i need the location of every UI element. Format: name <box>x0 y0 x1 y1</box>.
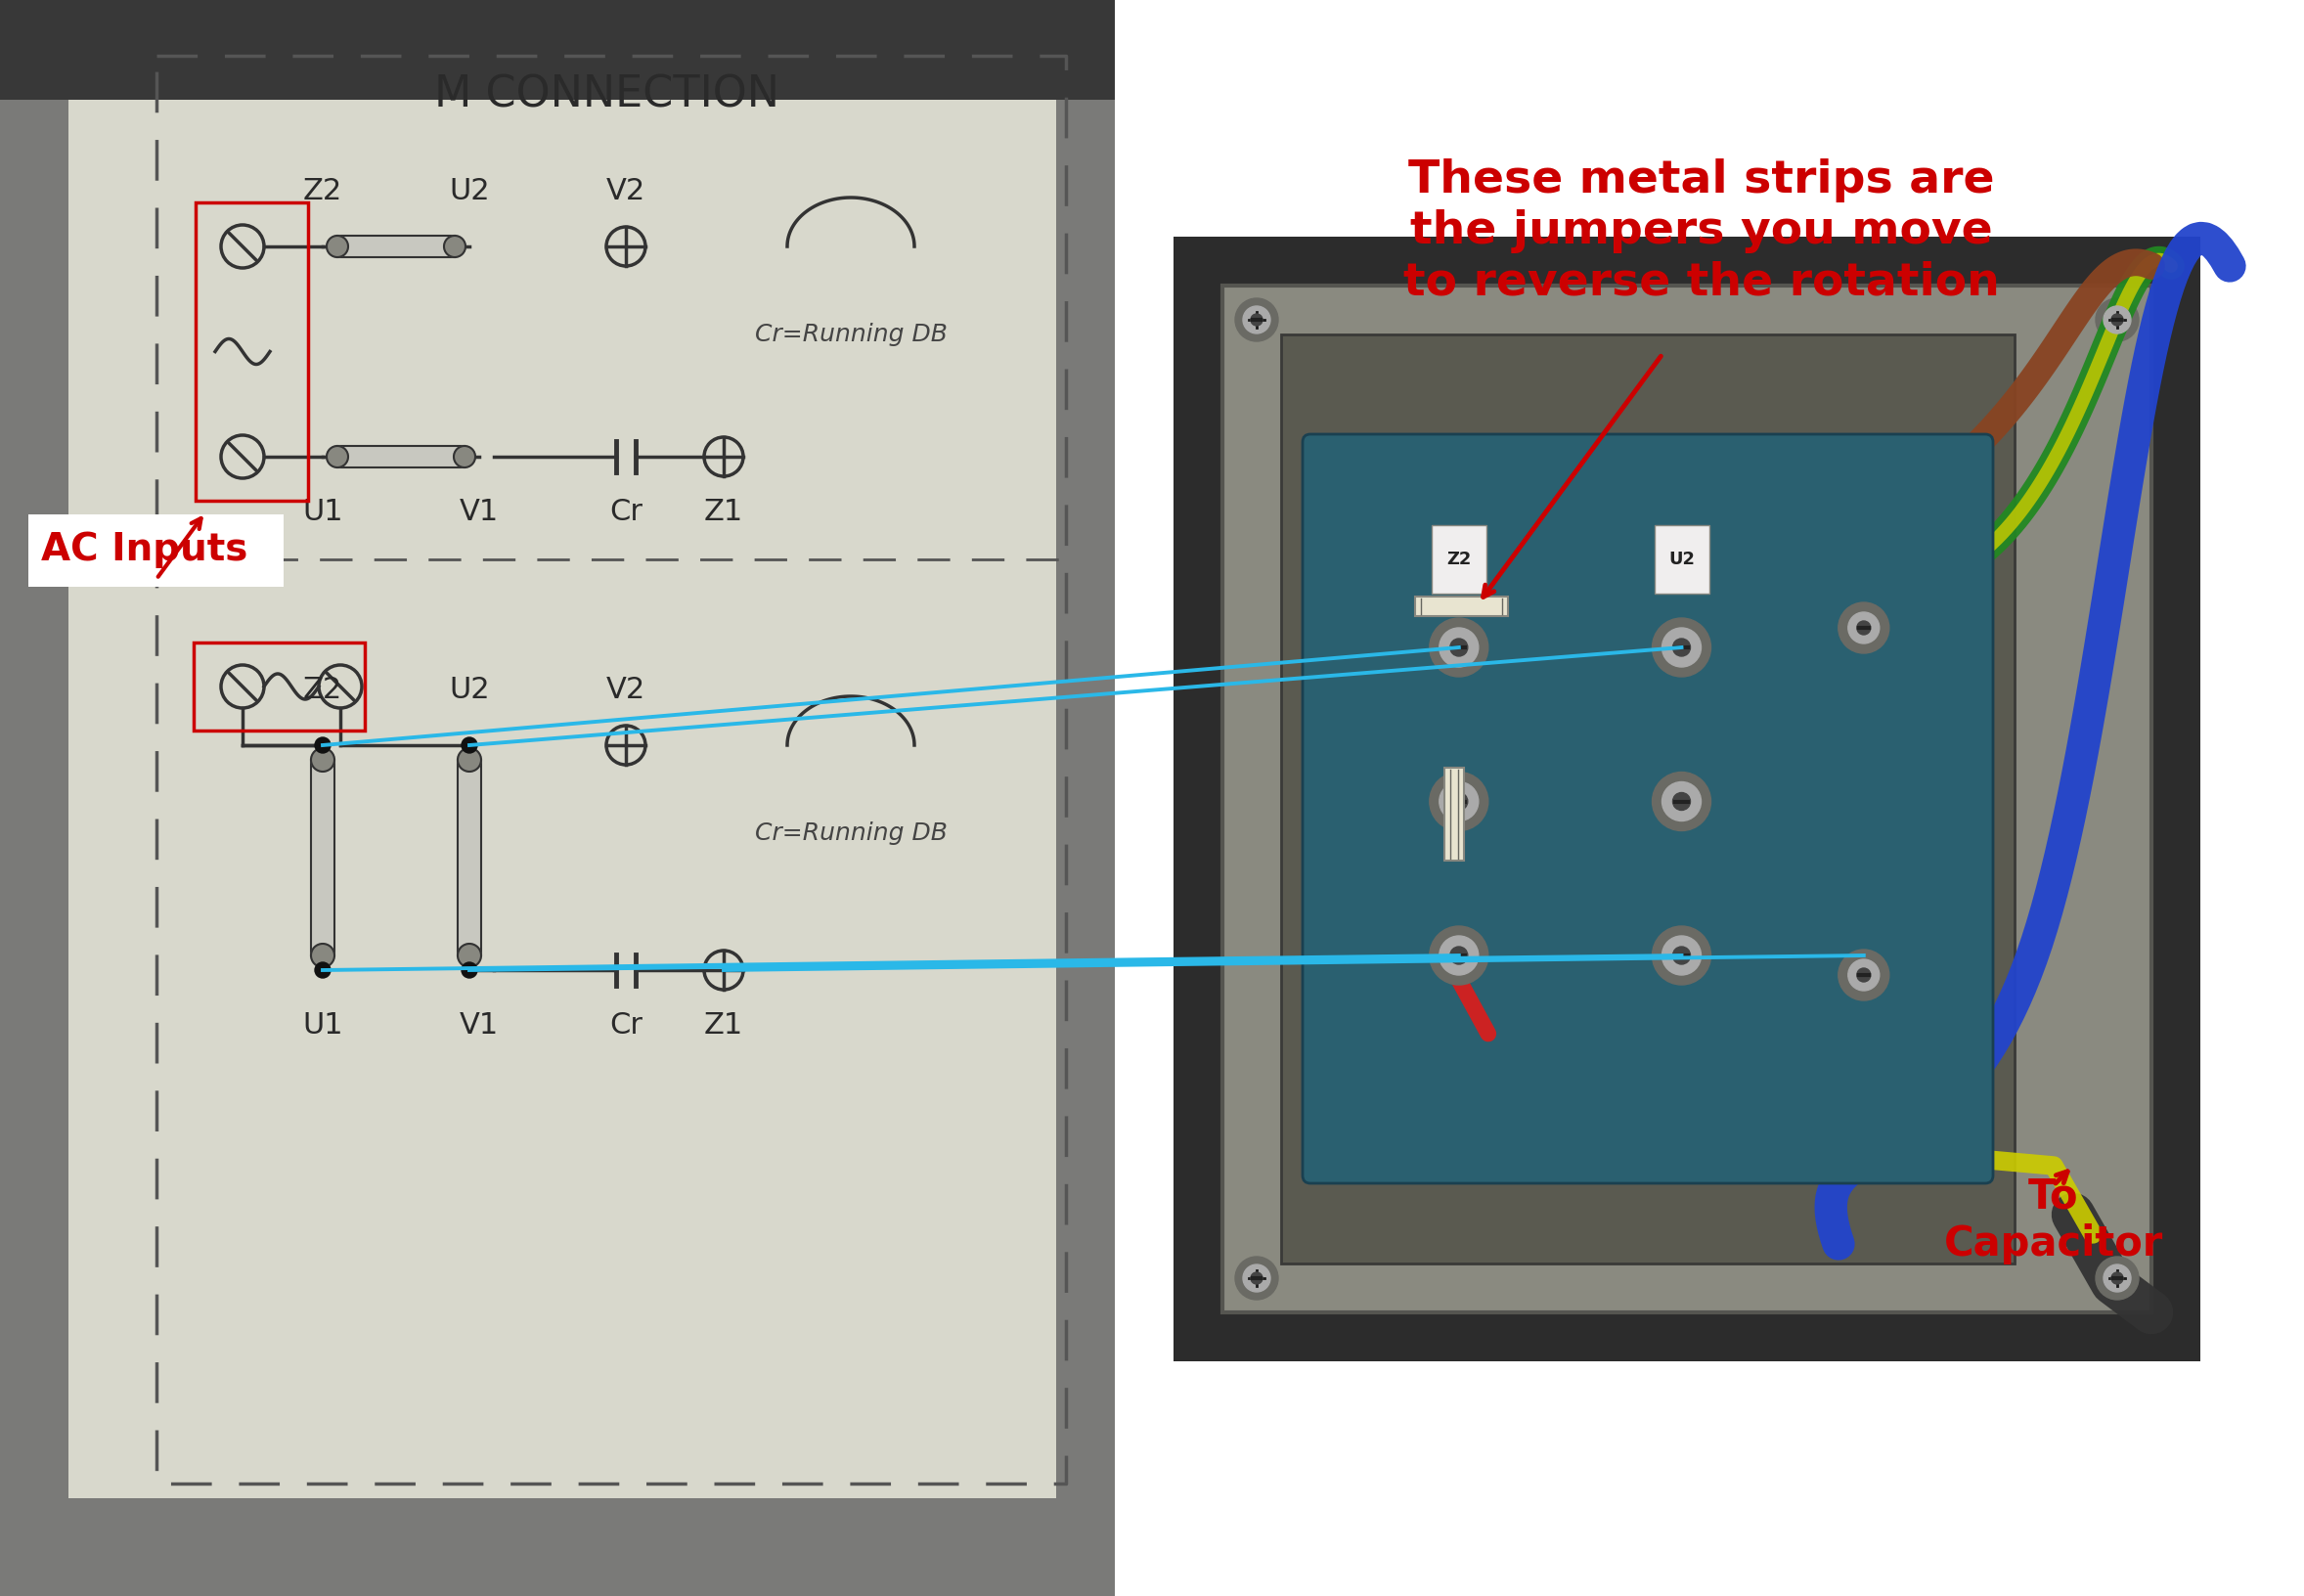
Circle shape <box>1251 1272 1263 1285</box>
Bar <box>69 41 1055 1499</box>
Circle shape <box>327 445 348 468</box>
Circle shape <box>1661 935 1700 975</box>
Circle shape <box>1652 926 1712 985</box>
Circle shape <box>2097 298 2138 342</box>
Circle shape <box>1839 950 1889 1001</box>
Bar <box>1223 286 2152 1312</box>
Circle shape <box>1661 782 1700 820</box>
Text: Z1: Z1 <box>705 498 744 527</box>
Circle shape <box>461 962 477 978</box>
Circle shape <box>1673 638 1691 656</box>
Circle shape <box>1848 959 1880 991</box>
Text: Cr=Running DB: Cr=Running DB <box>753 822 947 844</box>
Bar <box>1445 768 1463 860</box>
Text: To
Capacitor: To Capacitor <box>1945 1176 2163 1264</box>
Bar <box>1654 525 1710 594</box>
Circle shape <box>316 737 329 753</box>
Bar <box>1115 0 2304 1596</box>
Bar <box>458 760 482 956</box>
Circle shape <box>1235 298 1279 342</box>
Circle shape <box>1652 618 1712 677</box>
Circle shape <box>327 236 348 257</box>
Bar <box>1281 335 2014 1264</box>
Circle shape <box>1440 627 1479 667</box>
FancyBboxPatch shape <box>1302 434 1993 1183</box>
Text: V1: V1 <box>458 498 500 527</box>
Circle shape <box>2097 1256 2138 1299</box>
Circle shape <box>458 749 482 771</box>
Bar <box>0 0 1115 1596</box>
Circle shape <box>316 962 329 978</box>
Text: These metal strips are
the jumpers you move
to reverse the rotation: These metal strips are the jumpers you m… <box>1403 158 2000 305</box>
Text: U2: U2 <box>449 177 491 206</box>
Text: U2: U2 <box>1668 551 1696 568</box>
Bar <box>311 760 334 956</box>
Text: M CONNECTION: M CONNECTION <box>433 73 779 117</box>
Circle shape <box>1857 969 1871 982</box>
Bar <box>1415 597 1507 616</box>
Circle shape <box>1449 946 1468 964</box>
Bar <box>1431 525 1486 594</box>
Circle shape <box>1251 314 1263 326</box>
Circle shape <box>1673 946 1691 964</box>
Text: Cr: Cr <box>608 498 643 527</box>
Circle shape <box>1428 772 1488 832</box>
Bar <box>336 236 454 257</box>
Circle shape <box>461 737 477 753</box>
Text: Cr=Running DB: Cr=Running DB <box>753 322 947 346</box>
Circle shape <box>311 943 334 967</box>
Text: U1: U1 <box>302 1012 343 1039</box>
Circle shape <box>1848 613 1880 643</box>
Circle shape <box>1440 782 1479 820</box>
Text: V2: V2 <box>606 675 645 704</box>
Text: Z2: Z2 <box>304 177 343 206</box>
Circle shape <box>1242 1264 1270 1291</box>
Circle shape <box>1235 1256 1279 1299</box>
Circle shape <box>1428 618 1488 677</box>
Bar <box>196 203 309 501</box>
Bar <box>336 445 465 468</box>
Circle shape <box>2110 1272 2122 1285</box>
Text: Z2: Z2 <box>304 675 343 704</box>
Circle shape <box>454 445 475 468</box>
Text: AC Inputs: AC Inputs <box>41 531 249 568</box>
Circle shape <box>311 749 334 771</box>
Circle shape <box>1242 306 1270 334</box>
Circle shape <box>1449 638 1468 656</box>
Circle shape <box>2104 1264 2131 1291</box>
Circle shape <box>2104 306 2131 334</box>
Text: V2: V2 <box>606 177 645 206</box>
Circle shape <box>2110 314 2122 326</box>
Text: V1: V1 <box>458 1012 500 1039</box>
Circle shape <box>1839 602 1889 653</box>
Bar <box>1173 236 2200 1361</box>
Circle shape <box>1661 627 1700 667</box>
Text: U1: U1 <box>302 498 343 527</box>
Circle shape <box>1428 926 1488 985</box>
Circle shape <box>1857 621 1871 635</box>
Circle shape <box>458 943 482 967</box>
Text: Z1: Z1 <box>705 1012 744 1039</box>
Circle shape <box>1652 772 1712 832</box>
Bar <box>194 643 364 731</box>
Circle shape <box>1449 793 1468 811</box>
Text: Cr: Cr <box>608 1012 643 1039</box>
Circle shape <box>445 236 465 257</box>
Bar <box>0 0 1115 99</box>
Circle shape <box>1440 935 1479 975</box>
Text: U2: U2 <box>449 675 491 704</box>
Circle shape <box>1673 793 1691 811</box>
Text: Z2: Z2 <box>1447 551 1472 568</box>
FancyBboxPatch shape <box>28 514 283 587</box>
